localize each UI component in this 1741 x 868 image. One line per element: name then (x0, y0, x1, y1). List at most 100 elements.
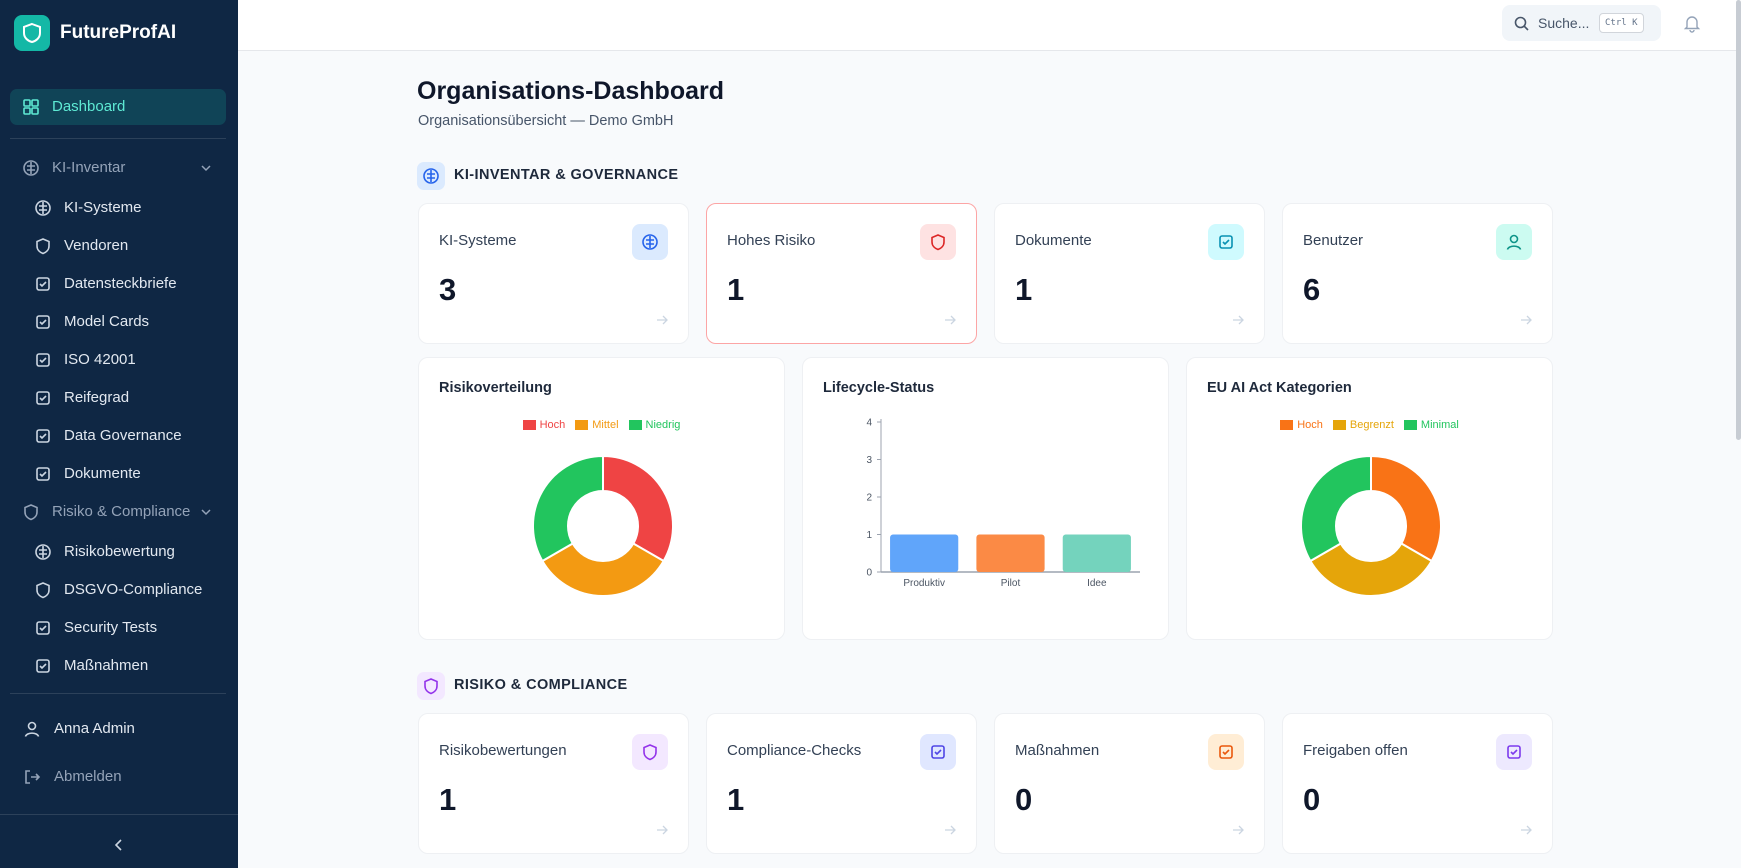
nav-icon (424, 678, 438, 695)
nav-icon (36, 238, 50, 255)
icon-part (36, 238, 50, 255)
section-title: KI-INVENTAR & GOVERNANCE (454, 167, 679, 183)
y-tick-label: 1 (866, 530, 872, 541)
collapse-chevron (114, 839, 122, 851)
card-icon (1496, 224, 1532, 260)
logo (14, 15, 50, 51)
legend-item: Niedrig (628, 419, 681, 431)
stat-card[interactable]: Risikobewertungen 1 (418, 713, 689, 854)
icon-part (1509, 234, 1519, 244)
arrow (945, 825, 956, 835)
card-value: 1 (727, 782, 745, 817)
icon-part (646, 236, 654, 248)
logout: Abmelden (54, 768, 122, 785)
nav-icon (36, 391, 50, 405)
icon-part (1219, 235, 1233, 249)
legend-item: Begrenzt (1332, 419, 1394, 431)
icon-part (36, 277, 50, 291)
icon-part (23, 160, 39, 176)
legend-label: Minimal (1420, 419, 1459, 431)
stat-card[interactable]: Maßnahmen 0 (994, 713, 1265, 854)
divider (10, 693, 226, 694)
stat-card[interactable]: Hohes Risiko 1 (706, 203, 977, 344)
nav-icon (24, 504, 38, 521)
card-label: Risikobewertungen (439, 742, 567, 759)
chart-card: 0 1 2 3 4 Produktiv Pilot Idee Lifecycle-Status (802, 357, 1169, 640)
chart-card: Risikoverteilung Hoch Mittel Niedrig (418, 357, 785, 640)
page-title: Organisations-Dashboard (417, 77, 724, 105)
arrow-path (1233, 825, 1244, 835)
icon-part (24, 504, 38, 521)
y-tick-label: 3 (866, 455, 872, 466)
chart (1300, 454, 1442, 597)
legend-swatch (1280, 420, 1294, 430)
bell-icon[interactable] (1682, 13, 1702, 33)
legend-item: Mittel (575, 419, 619, 431)
nav-item: ISO 42001 (64, 351, 136, 368)
nav-icon (1506, 234, 1522, 250)
nav-group: KI-Inventar (52, 159, 126, 176)
arrow-path (1521, 825, 1532, 835)
arrow-path (945, 315, 956, 325)
stat-card[interactable]: Freigaben offen 0 (1282, 713, 1553, 854)
nav-icon (23, 99, 39, 115)
scrollbar[interactable] (1736, 0, 1741, 440)
legend-label: Niedrig (645, 419, 681, 431)
chart: 0 1 2 3 4 Produktiv Pilot Idee (866, 418, 1140, 589)
stat-card[interactable]: Benutzer 6 (1282, 203, 1553, 344)
search-placeholder: Suche... (1538, 15, 1590, 31)
icon-part (27, 162, 35, 174)
chart-title: Lifecycle-Status (823, 380, 935, 396)
nav-icon (1219, 745, 1233, 759)
icon-part (642, 234, 658, 250)
y-tick-label: 0 (866, 568, 872, 579)
chevron (201, 509, 211, 516)
card-icon (632, 224, 668, 260)
icon-part (643, 744, 657, 761)
stat-card[interactable]: Dokumente 1 (994, 203, 1265, 344)
divider (0, 814, 238, 815)
nav-icon (36, 659, 50, 673)
stat-card[interactable]: KI-Systeme 3 (418, 203, 689, 344)
card-value: 1 (439, 782, 457, 817)
card-icon (1208, 224, 1244, 260)
icon-part (931, 234, 945, 251)
arrow-path (657, 825, 668, 835)
icon-part (931, 745, 945, 759)
search-box[interactable]: Suche... Ctrl K (1502, 5, 1661, 41)
nav-item: KI-Systeme (64, 199, 142, 216)
icon-part (1507, 745, 1521, 759)
nav-icon (1507, 745, 1521, 759)
icon-part (1222, 749, 1230, 756)
stat-card[interactable]: Compliance-Checks 1 (706, 713, 977, 854)
arrow (1233, 315, 1244, 325)
header: Suche... Ctrl K (238, 0, 1741, 51)
icon-part (1506, 245, 1522, 250)
arrow-path (1521, 315, 1532, 325)
nav-icon (423, 168, 439, 184)
section-icon (417, 672, 445, 700)
card-value: 0 (1015, 782, 1033, 817)
legend-label: Hoch (539, 419, 566, 431)
icon-part (23, 99, 31, 107)
icon-part (39, 663, 47, 670)
icon-part (36, 429, 50, 443)
nav-item-active[interactable] (10, 89, 226, 125)
nav-item: Vendoren (64, 237, 129, 254)
nav-icon (36, 621, 50, 635)
icon-part (36, 659, 50, 673)
nav-item: Risikobewertung (64, 543, 175, 560)
card-value: 1 (727, 272, 745, 307)
legend: Hoch Begrenzt Minimal (1187, 419, 1552, 431)
icon-part (31, 99, 39, 107)
card-value: 6 (1303, 272, 1321, 307)
card-label: Compliance-Checks (727, 742, 862, 759)
donut-segment (1309, 542, 1433, 597)
page-subtitle: Organisationsübersicht — Demo GmbH (418, 113, 674, 129)
arrow (945, 315, 956, 325)
arrow (657, 315, 668, 325)
icon-part (39, 202, 47, 214)
nav-icon (1219, 235, 1233, 249)
donut-segment (1300, 454, 1372, 563)
